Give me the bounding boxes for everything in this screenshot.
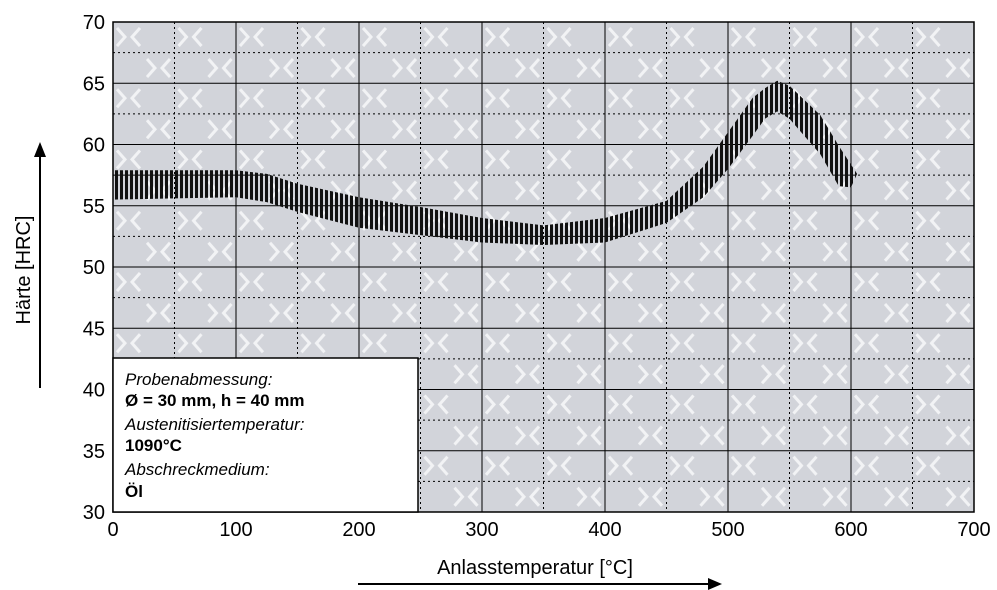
x-axis-title: Anlasstemperatur [°C] bbox=[437, 557, 633, 579]
plot-frame bbox=[112, 21, 975, 513]
y-tick-label: 60 bbox=[83, 135, 105, 157]
legend-note-box: Probenabmessung: Ø = 30 mm, h = 40 mm Au… bbox=[112, 357, 419, 513]
note-value-austenitizing: 1090°C bbox=[125, 436, 182, 455]
y-axis-arrow bbox=[34, 142, 46, 388]
note-value-dimensions: Ø = 30 mm, h = 40 mm bbox=[125, 391, 305, 410]
y-tick-label: 35 bbox=[83, 441, 105, 463]
note-value-quench: Öl bbox=[125, 482, 143, 501]
note-label-dimensions: Probenabmessung: bbox=[125, 370, 273, 389]
x-tick-label: 500 bbox=[711, 519, 744, 541]
tick-labels: 0 100 200 300 400 500 600 700 30 35 40 45 50 55 60 65 70 bbox=[83, 12, 991, 541]
hardness-band bbox=[113, 80, 858, 245]
x-tick-label: 700 bbox=[957, 519, 990, 541]
x-tick-label: 0 bbox=[107, 519, 118, 541]
x-tick-label: 300 bbox=[465, 519, 498, 541]
note-label-austenitizing: Austenitisiertemperatur: bbox=[124, 415, 305, 434]
x-axis-arrow bbox=[358, 578, 722, 590]
y-tick-label: 70 bbox=[83, 12, 105, 34]
x-tick-label: 600 bbox=[834, 519, 867, 541]
x-tick-label: 100 bbox=[219, 519, 252, 541]
y-tick-label: 30 bbox=[83, 502, 105, 524]
note-box-frame bbox=[112, 357, 419, 513]
note-label-quench: Abschreckmedium: bbox=[124, 460, 270, 479]
y-tick-label: 45 bbox=[83, 318, 105, 340]
x-tick-label: 400 bbox=[588, 519, 621, 541]
y-tick-label: 55 bbox=[83, 196, 105, 218]
y-tick-label: 50 bbox=[83, 257, 105, 279]
y-tick-label: 40 bbox=[83, 380, 105, 402]
y-tick-label: 65 bbox=[83, 73, 105, 95]
hardness-band-group bbox=[113, 80, 858, 245]
y-axis-title: Härte [HRC] bbox=[13, 216, 35, 325]
x-tick-label: 200 bbox=[342, 519, 375, 541]
